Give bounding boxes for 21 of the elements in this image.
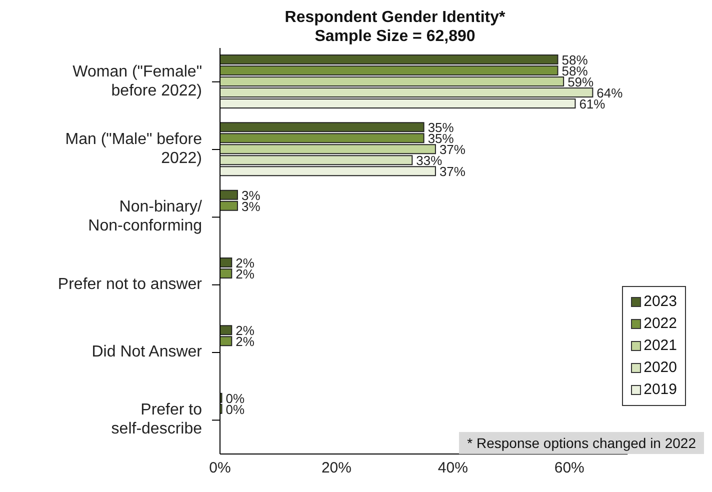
x-tick-label: 0% [209,460,231,477]
data-label: 35% [428,120,454,136]
x-tick-label: 40% [438,460,468,477]
y-tick-label: Woman ("Female" before 2022) [72,64,202,100]
legend-label: 2020 [644,358,677,378]
y-tick-label: Man ("Male" before 2022) [65,131,202,168]
data-label: 3% [241,188,261,203]
legend-label: 2023 [644,292,677,312]
legend-label: 2019 [644,380,677,400]
chart-title: Respondent Gender Identity* [284,8,506,27]
y-tick-label: Did Not Answer [92,344,203,361]
y-tick-label: Prefer not to answer [58,276,203,294]
y-tick-label: Prefer to self-describe [111,402,202,438]
legend-label: 2022 [644,314,677,334]
legend-label: 2021 [644,336,677,356]
y-tick-label: Non-binary/Non-conforming [88,198,203,235]
annotation: * Response options changed in 2022 [459,432,704,454]
data-label: 2% [236,334,255,350]
x-tick-label: 60% [554,460,584,477]
x-tick-label: 20% [321,460,352,477]
chart-subtitle: Sample Size = 62,890 [314,27,476,46]
